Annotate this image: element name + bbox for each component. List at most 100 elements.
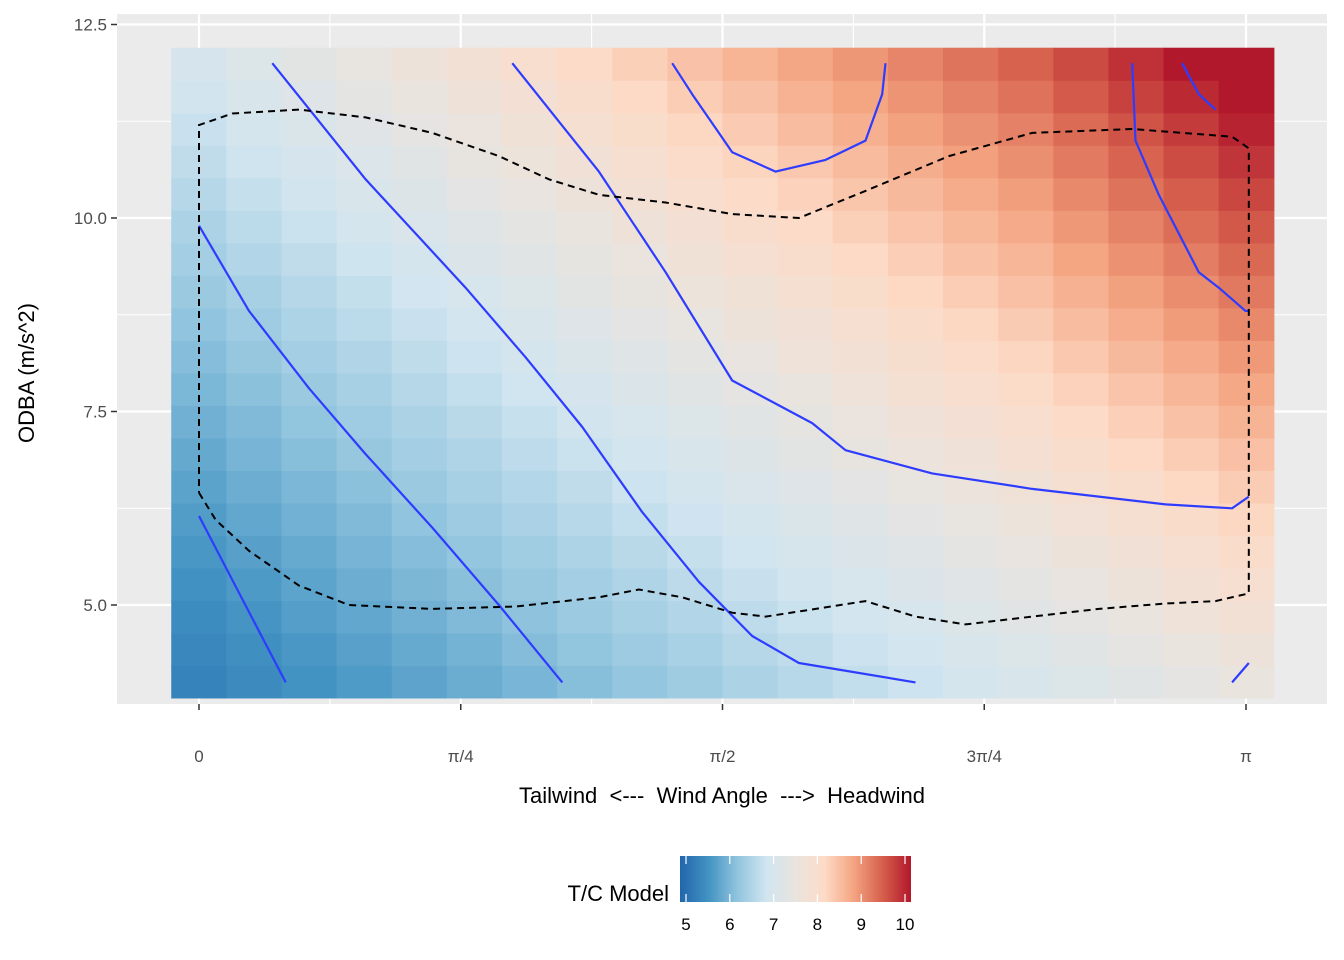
heatmap-tile (502, 340, 558, 374)
heatmap-tile (1108, 502, 1165, 536)
heatmap-tile (502, 405, 558, 439)
heatmap-tile (1163, 145, 1220, 179)
heatmap-tile (446, 80, 503, 114)
heatmap-tile (887, 340, 944, 374)
heatmap-tile (336, 665, 393, 699)
heatmap-tile (1053, 405, 1110, 439)
heatmap-tile (887, 535, 944, 569)
heatmap-tile (1053, 177, 1110, 211)
heatmap-tile (887, 567, 944, 601)
heatmap-tile (391, 470, 448, 504)
heatmap-tile (943, 535, 999, 569)
heatmap-tile (1163, 502, 1220, 536)
heatmap-tile (1108, 242, 1165, 276)
heatmap-tile (777, 340, 834, 374)
heatmap-tile (998, 567, 1054, 601)
heatmap-tile (943, 177, 999, 211)
heatmap-tile (281, 177, 338, 211)
heatmap-tile (722, 47, 779, 81)
heatmap-tile (777, 372, 834, 406)
heatmap-tile (281, 600, 338, 634)
heatmap-tile (557, 665, 613, 699)
heatmap-tile (777, 80, 834, 114)
heatmap-tile (1053, 502, 1110, 536)
heatmap-tile (1108, 405, 1165, 439)
heatmap-tile (1163, 372, 1220, 406)
heatmap-tile (887, 372, 944, 406)
heatmap-tile (1053, 470, 1110, 504)
heatmap-tile (226, 437, 283, 471)
heatmap-tile (391, 600, 448, 634)
heatmap-tile (391, 80, 448, 114)
heatmap-tile (832, 242, 889, 276)
heatmap-tile (557, 80, 613, 114)
heatmap-tile (612, 372, 668, 406)
heatmap-tile (502, 470, 558, 504)
heatmap-tile (722, 470, 779, 504)
heatmap-tile (777, 502, 834, 536)
heatmap-tile (1163, 47, 1220, 81)
heatmap-tile (171, 632, 227, 666)
heatmap-tile (887, 307, 944, 341)
heatmap-tile (667, 502, 724, 536)
heatmap-tile (1108, 275, 1165, 309)
heatmap-tile (391, 665, 448, 699)
heatmap-tile (226, 145, 283, 179)
heatmap-tile (832, 502, 889, 536)
heatmap-tile (998, 665, 1054, 699)
heatmap-tile (391, 632, 448, 666)
heatmap-tile (281, 112, 338, 146)
heatmap-tile (887, 177, 944, 211)
heatmap-tile (1108, 177, 1165, 211)
heatmap-tile (1108, 567, 1165, 601)
heatmap-tile (722, 242, 779, 276)
heatmap-tile (557, 340, 613, 374)
legend-title: T/C Model (568, 881, 669, 906)
color-legend: T/C Model 5 6 7 8 9 10 (568, 856, 914, 934)
heatmap-tile (1218, 145, 1275, 179)
heatmap-tile (1108, 145, 1165, 179)
heatmap-tile (336, 177, 393, 211)
heatmap-tile (446, 437, 503, 471)
heatmap-tile (446, 340, 503, 374)
heatmap-tile (226, 307, 283, 341)
x-axis: 0 π/4 π/2 3π/4 π (194, 704, 1252, 766)
contour-line (198, 515, 287, 683)
heatmap-tile (1108, 535, 1165, 569)
heatmap-tile (1108, 665, 1165, 699)
heatmap-tile (1053, 210, 1110, 244)
heatmap-tile (171, 340, 227, 374)
heatmap-tile (777, 600, 834, 634)
heatmap-tile (502, 665, 558, 699)
contour-line (671, 62, 887, 173)
heatmap-tile (1218, 80, 1275, 114)
heatmap-tile (557, 145, 613, 179)
heatmap-tile (446, 502, 503, 536)
y-tick-label: 5.0 (83, 596, 107, 615)
heatmap-tile (446, 405, 503, 439)
heatmap-tile (777, 275, 834, 309)
heatmap-tile (226, 405, 283, 439)
heatmap-tile (1218, 405, 1275, 439)
heatmap-tile (1108, 210, 1165, 244)
heatmap-tile (557, 275, 613, 309)
heatmap-tile (722, 307, 779, 341)
heatmap-tile (446, 47, 503, 81)
heatmap-tile (777, 535, 834, 569)
heatmap-tile (557, 632, 613, 666)
heatmap-tile (226, 275, 283, 309)
heatmap-tile (1108, 632, 1165, 666)
heatmap-tile (1053, 80, 1110, 114)
heatmap-tile (887, 112, 944, 146)
heatmap-tiles (171, 47, 1275, 699)
heatmap-tile (722, 665, 779, 699)
heatmap-tile (832, 632, 889, 666)
heatmap-tile (667, 242, 724, 276)
heatmap-tile (612, 437, 668, 471)
heatmap-tile (391, 275, 448, 309)
heatmap-tile (832, 307, 889, 341)
heatmap-tile (226, 372, 283, 406)
heatmap-tile (446, 145, 503, 179)
y-axis-title: ODBA (m/s^2) (14, 303, 39, 443)
heatmap-tile (832, 340, 889, 374)
